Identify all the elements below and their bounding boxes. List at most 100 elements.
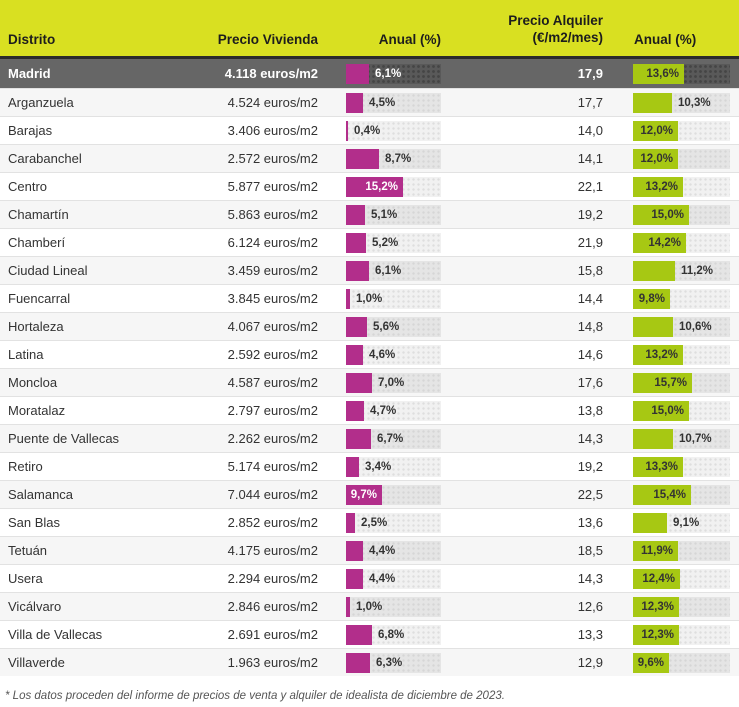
district-cell: Centro [8, 179, 48, 194]
bar-fill [633, 260, 675, 281]
bar-label: 4,4% [369, 544, 396, 557]
bar-track: 12,0% [633, 148, 730, 169]
header-price-vivienda: Precio Vivienda [217, 32, 318, 47]
bar-label: 10,7% [679, 432, 712, 445]
bar-label: 9,7% [350, 488, 377, 501]
rent-change-cell: 15,0% [633, 204, 730, 225]
bar-label: 9,1% [673, 516, 700, 529]
rent-price-cell: 14,6 [577, 347, 603, 362]
bar-fill [633, 316, 673, 337]
rent-change-cell: 15,7% [633, 372, 730, 393]
district-cell: Chamberí [8, 235, 66, 250]
bar-fill [633, 372, 692, 393]
bar-label: 2,5% [361, 516, 388, 529]
bar-fill [633, 92, 672, 113]
bar-track: 4,7% [346, 400, 441, 421]
bar-track: 8,7% [346, 148, 441, 169]
price-cell: 4.587 euros/m2 [227, 375, 318, 390]
district-cell: Villaverde [8, 655, 65, 670]
district-cell: Tetuán [8, 543, 48, 558]
district-cell: Hortaleza [8, 319, 64, 334]
rent-price-cell: 17,6 [577, 375, 603, 390]
bar-label: 4,6% [369, 348, 396, 361]
rent-change-cell: 15,0% [633, 400, 730, 421]
bar-track: 15,0% [633, 204, 730, 225]
bar-track: 5,2% [346, 232, 441, 253]
bar-fill [346, 568, 363, 589]
bar-fill [346, 456, 359, 477]
sale-change-cell: 4,4% [346, 568, 441, 589]
header-district: Distrito [8, 32, 56, 47]
bar-fill [346, 540, 363, 561]
district-cell: Fuencarral [8, 291, 71, 306]
bar-fill [633, 176, 683, 197]
price-cell: 2.262 euros/m2 [227, 431, 318, 446]
rent-change-cell: 13,6% [633, 63, 730, 84]
bar-label: 15,7% [654, 376, 687, 389]
rent-price-cell: 14,8 [577, 319, 603, 334]
bar-label: 6,1% [375, 264, 402, 277]
table-row: Villaverde 1.963 euros/m2 6,3% 12,9 9,6% [0, 648, 739, 676]
header-precio-alquiler: Precio Alquiler (€/m2/mes) [441, 13, 603, 47]
district-cell: Ciudad Lineal [8, 263, 88, 278]
sale-change-cell: 5,2% [346, 232, 441, 253]
bar-label: 8,7% [385, 152, 412, 165]
bar-track: 9,1% [633, 512, 730, 533]
district-cell: Moratalaz [8, 403, 66, 418]
bar-label: 1,0% [356, 292, 383, 305]
table-row: Villa de Vallecas 2.691 euros/m2 6,8% 13… [0, 620, 739, 648]
header-precio-alquiler-line2: (€/m2/mes) [532, 30, 603, 46]
rent-price-cell: 13,3 [577, 627, 603, 642]
district-cell: Retiro [8, 459, 43, 474]
rent-price-cell: 13,8 [577, 403, 603, 418]
bar-track: 15,4% [633, 484, 730, 505]
district-cell: Usera [8, 571, 43, 586]
sale-change-cell: 0,4% [346, 120, 441, 141]
bar-track: 9,6% [633, 652, 730, 673]
bar-track: 4,5% [346, 92, 441, 113]
sale-change-cell: 9,7% [346, 484, 441, 505]
bar-track: 4,6% [346, 344, 441, 365]
sale-change-cell: 5,6% [346, 316, 441, 337]
bar-track: 5,1% [346, 204, 441, 225]
bar-fill [346, 652, 370, 673]
bar-label: 10,6% [679, 320, 712, 333]
bar-label: 4,5% [369, 96, 396, 109]
rent-price-cell: 14,3 [577, 571, 603, 586]
bar-fill [633, 428, 673, 449]
bar-track: 6,8% [346, 624, 441, 645]
bar-fill [633, 596, 679, 617]
bar-label: 0,4% [354, 124, 381, 137]
bar-fill [633, 540, 678, 561]
sale-change-cell: 6,1% [346, 63, 441, 84]
bar-label: 4,7% [370, 404, 397, 417]
sale-change-cell: 4,5% [346, 92, 441, 113]
price-cell: 3.459 euros/m2 [227, 263, 318, 278]
table-row: Usera 2.294 euros/m2 4,4% 14,3 12,4% [0, 564, 739, 592]
table-row: San Blas 2.852 euros/m2 2,5% 13,6 9,1% [0, 508, 739, 536]
rent-change-cell: 10,6% [633, 316, 730, 337]
sale-change-cell: 4,4% [346, 540, 441, 561]
rent-price-cell: 14,4 [577, 291, 603, 306]
rent-change-cell: 12,3% [633, 596, 730, 617]
district-cell: Carabanchel [8, 151, 82, 166]
bar-track: 13,3% [633, 456, 730, 477]
rent-price-cell: 19,2 [577, 459, 603, 474]
bar-track: 0,4% [346, 120, 441, 141]
rent-change-cell: 13,2% [633, 344, 730, 365]
rent-price-cell: 12,6 [577, 599, 603, 614]
rent-change-cell: 13,2% [633, 176, 730, 197]
bar-track: 13,2% [633, 176, 730, 197]
bar-track: 4,4% [346, 540, 441, 561]
sale-change-cell: 3,4% [346, 456, 441, 477]
bar-fill [346, 372, 372, 393]
sale-change-cell: 7,0% [346, 372, 441, 393]
rent-change-cell: 10,7% [633, 428, 730, 449]
bar-fill [346, 428, 371, 449]
table-row: Chamartín 5.863 euros/m2 5,1% 19,2 15,0% [0, 200, 739, 228]
rent-change-cell: 13,3% [633, 456, 730, 477]
bar-track: 10,6% [633, 316, 730, 337]
bar-label: 6,1% [375, 67, 402, 80]
bar-track: 5,6% [346, 316, 441, 337]
sale-change-cell: 4,6% [346, 344, 441, 365]
